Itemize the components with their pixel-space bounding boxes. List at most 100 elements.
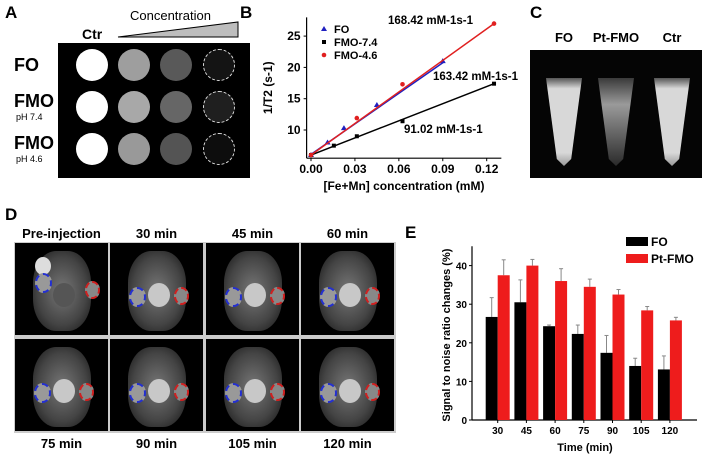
mri-tile — [110, 243, 203, 335]
x-tick-label: 0.00 — [299, 162, 323, 176]
y-tick-label: 0 — [461, 416, 467, 427]
bar-fo — [514, 302, 527, 420]
bladder — [148, 283, 170, 307]
legend-marker — [322, 40, 326, 44]
bar-fo — [657, 369, 670, 420]
y-tick-label: 30 — [456, 300, 468, 311]
mri-tile — [15, 339, 108, 431]
phantom-well — [203, 133, 235, 165]
row-sublabel: pH 7.4 — [16, 112, 43, 122]
legend-label: Pt-FMO — [651, 252, 694, 266]
phantom-well — [76, 49, 108, 81]
bladder — [53, 283, 75, 307]
panel-b-label: B — [240, 3, 253, 22]
slope-annotation: 91.02 mM-1s-1 — [404, 124, 483, 136]
mri-tile — [206, 243, 299, 335]
phantom-well — [160, 91, 192, 123]
tube-label: FO — [554, 30, 574, 45]
legend-swatch — [626, 237, 648, 246]
timepoint-title: 90 min — [135, 436, 178, 451]
fo-tumor-roi — [35, 273, 52, 293]
bar-pt-fmo — [612, 294, 625, 420]
fo-tumor-roi — [320, 287, 337, 307]
legend-label: FMO-7.4 — [334, 37, 378, 49]
mri-tile — [301, 339, 394, 431]
bar-fo — [543, 326, 556, 420]
timepoint-title: 105 min — [228, 436, 277, 451]
row-sublabel: pH 4.6 — [16, 154, 43, 164]
timepoint-title: 30 min — [135, 226, 178, 241]
chart-b: 0.00 0.03 0.06 0.09 0.12 10 15 20 25 [Fe+Mn] conc… — [261, 15, 519, 193]
row-label: FO — [14, 55, 39, 75]
x-tick-label: 90 — [607, 426, 619, 437]
tube-label: Ctr — [662, 30, 682, 45]
legend-label: FMO-4.6 — [334, 50, 377, 62]
fo-tumor-roi — [129, 383, 146, 403]
concentration-label: Concentration — [130, 8, 211, 23]
phantom-well — [118, 91, 150, 123]
phantom-well — [203, 49, 235, 81]
x-axis-label: Time (min) — [557, 442, 613, 454]
timepoint-title: 75 min — [40, 436, 83, 451]
pt-fmo-tumor-roi — [270, 287, 285, 305]
y-tick-label: 10 — [456, 377, 468, 388]
y-tick-label: 20 — [456, 339, 468, 350]
phantom-well — [76, 133, 108, 165]
mri-tile — [301, 243, 394, 335]
y-axis-label: 1/T2 (s-1) — [261, 61, 275, 114]
timepoint-title: 120 min — [323, 436, 372, 451]
phantom-well — [118, 133, 150, 165]
panel-c-label: C — [530, 3, 543, 22]
mri-tile — [206, 339, 299, 431]
phantom-well — [203, 91, 235, 123]
x-tick-label: 0.03 — [343, 162, 367, 176]
y-tick-label: 10 — [287, 123, 301, 137]
x-tick-label: 45 — [521, 426, 533, 437]
x-tick-label: 30 — [492, 426, 504, 437]
legend-marker — [321, 26, 327, 31]
data-point — [492, 81, 497, 86]
data-point — [331, 143, 336, 148]
pt-fmo-tumor-roi — [79, 383, 94, 401]
fit-line — [310, 22, 495, 156]
tube-label: Pt-FMO — [592, 30, 640, 45]
phantom-well — [76, 91, 108, 123]
pt-fmo-tumor-roi — [365, 383, 380, 401]
concentration-wedge — [117, 21, 239, 38]
panel-d-label: D — [5, 205, 18, 224]
y-axis-label: Signal to noise ratio changes (%) — [441, 248, 453, 421]
bar-pt-fmo — [497, 275, 510, 420]
bar-pt-fmo — [526, 265, 539, 420]
x-tick-label: 105 — [633, 426, 650, 437]
phantom-well — [160, 49, 192, 81]
y-tick-label: 25 — [287, 29, 301, 43]
legend-label: FO — [651, 235, 668, 249]
y-tick-label: 20 — [287, 60, 301, 74]
pt-fmo-tumor-roi — [85, 281, 100, 299]
data-point — [491, 21, 497, 26]
bladder — [339, 379, 361, 403]
bar-pt-fmo — [669, 320, 682, 420]
ctr-label: Ctr — [82, 26, 103, 42]
fo-tumor-roi — [320, 383, 337, 403]
data-point — [400, 119, 405, 124]
data-point — [400, 82, 405, 87]
bladder — [244, 283, 266, 307]
legend-label: FO — [334, 24, 350, 36]
x-tick-label: 75 — [578, 426, 590, 437]
panel-e-label: E — [405, 223, 417, 242]
bar-fo — [600, 352, 613, 420]
bladder — [148, 379, 170, 403]
timepoint-title: Pre-injection — [22, 226, 101, 241]
row-label: FMO — [14, 133, 54, 153]
pt-fmo-tumor-roi — [270, 383, 285, 401]
bladder — [339, 283, 361, 307]
bar-pt-fmo — [555, 281, 568, 420]
x-tick-label: 120 — [662, 426, 679, 437]
bar-pt-fmo — [641, 310, 654, 420]
panel-a-label: A — [5, 3, 18, 22]
bladder — [244, 379, 266, 403]
fo-tumor-roi — [129, 287, 146, 307]
